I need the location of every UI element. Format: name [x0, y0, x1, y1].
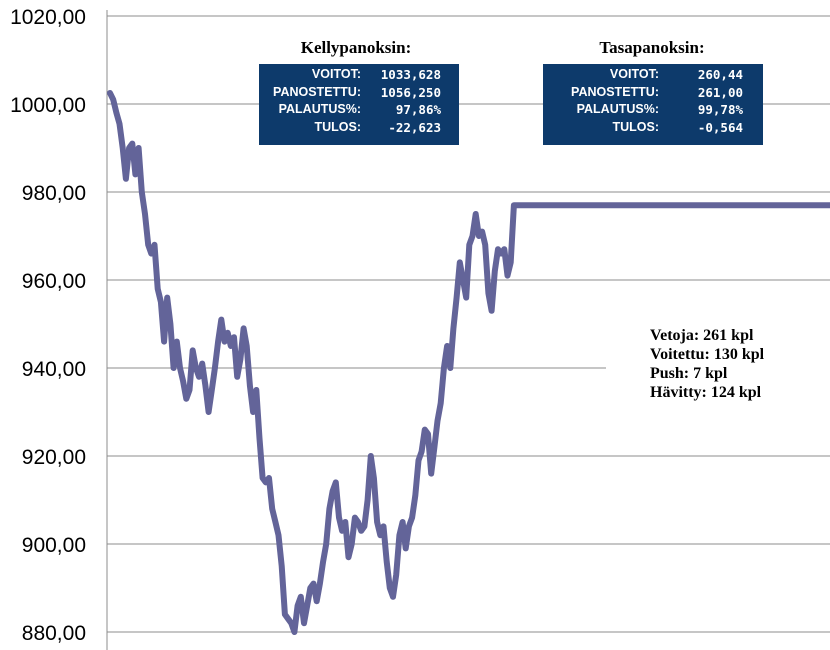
flat-stats-box: VOITOT: 260,44 PANOSTETTU: 261,00 PALAUTUS… — [543, 64, 763, 145]
y-tick-labels: 1020,00 1000,00 980,00 960,00 940,00 920,00 90… — [10, 6, 86, 645]
stat-row: TULOS: -0,564 — [549, 119, 757, 137]
y-tick-label: 940,00 — [22, 358, 86, 381]
stat-label: TULOS: — [314, 119, 361, 134]
stat-row: PANOSTETTU: 261,00 — [549, 84, 757, 102]
y-tick-label: 980,00 — [22, 182, 86, 205]
stat-label: TULOS: — [612, 119, 659, 134]
stat-value: 261,00 — [697, 84, 743, 100]
stat-value: 260,44 — [697, 67, 743, 82]
stat-value: 1056,250 — [380, 84, 441, 100]
stat-label: VOITOT: — [609, 67, 659, 81]
stat-row: PANOSTETTU: 1056,250 — [265, 84, 453, 102]
stat-row: PALAUTUS%: 99,78% — [549, 101, 757, 119]
y-tick-label: 900,00 — [22, 534, 86, 557]
stat-value: 99,78% — [697, 102, 743, 117]
stat-value: -0,564 — [697, 119, 743, 135]
bet-summary: Vetoja: 261 kpl Voitettu: 130 kpl Push: … — [650, 326, 764, 402]
summary-line: Vetoja: 261 kpl — [650, 327, 754, 344]
stat-row: VOITOT: 260,44 — [549, 66, 757, 84]
y-tick-label: 880,00 — [22, 622, 86, 645]
y-tick-label: 1020,00 — [10, 6, 86, 29]
kelly-stats-box: VOITOT: 1033,628 PANOSTETTU: 1056,250 PALA… — [259, 64, 459, 145]
gridlines — [107, 15, 830, 633]
summary-line: Voitettu: 130 kpl — [650, 346, 765, 363]
stat-label: PANOSTETTU: — [571, 84, 659, 99]
stat-value: 1033,628 — [380, 67, 441, 82]
y-tick-label: 1000,00 — [10, 94, 86, 117]
kelly-title: Kellypanoksin: — [300, 38, 412, 57]
stat-label: VOITOT: — [311, 67, 361, 81]
y-tick-label: 920,00 — [22, 446, 86, 469]
stat-row: VOITOT: 1033,628 — [265, 66, 453, 84]
stat-value: 97,86% — [395, 102, 441, 117]
stat-value: -22,623 — [388, 119, 441, 135]
stat-label: PALAUTUS%: — [278, 102, 361, 116]
stat-label: PALAUTUS%: — [576, 102, 659, 116]
summary-line: Push: 7 kpl — [650, 365, 728, 382]
stat-row: PALAUTUS%: 97,86% — [265, 101, 453, 119]
summary-line: Hävitty: 124 kpl — [650, 384, 762, 401]
y-tick-label: 960,00 — [22, 270, 86, 293]
stat-label: PANOSTETTU: — [273, 84, 361, 99]
stat-row: TULOS: -22,623 — [265, 119, 453, 137]
series-line — [107, 90, 830, 635]
flat-title: Tasapanoksin: — [599, 38, 705, 57]
